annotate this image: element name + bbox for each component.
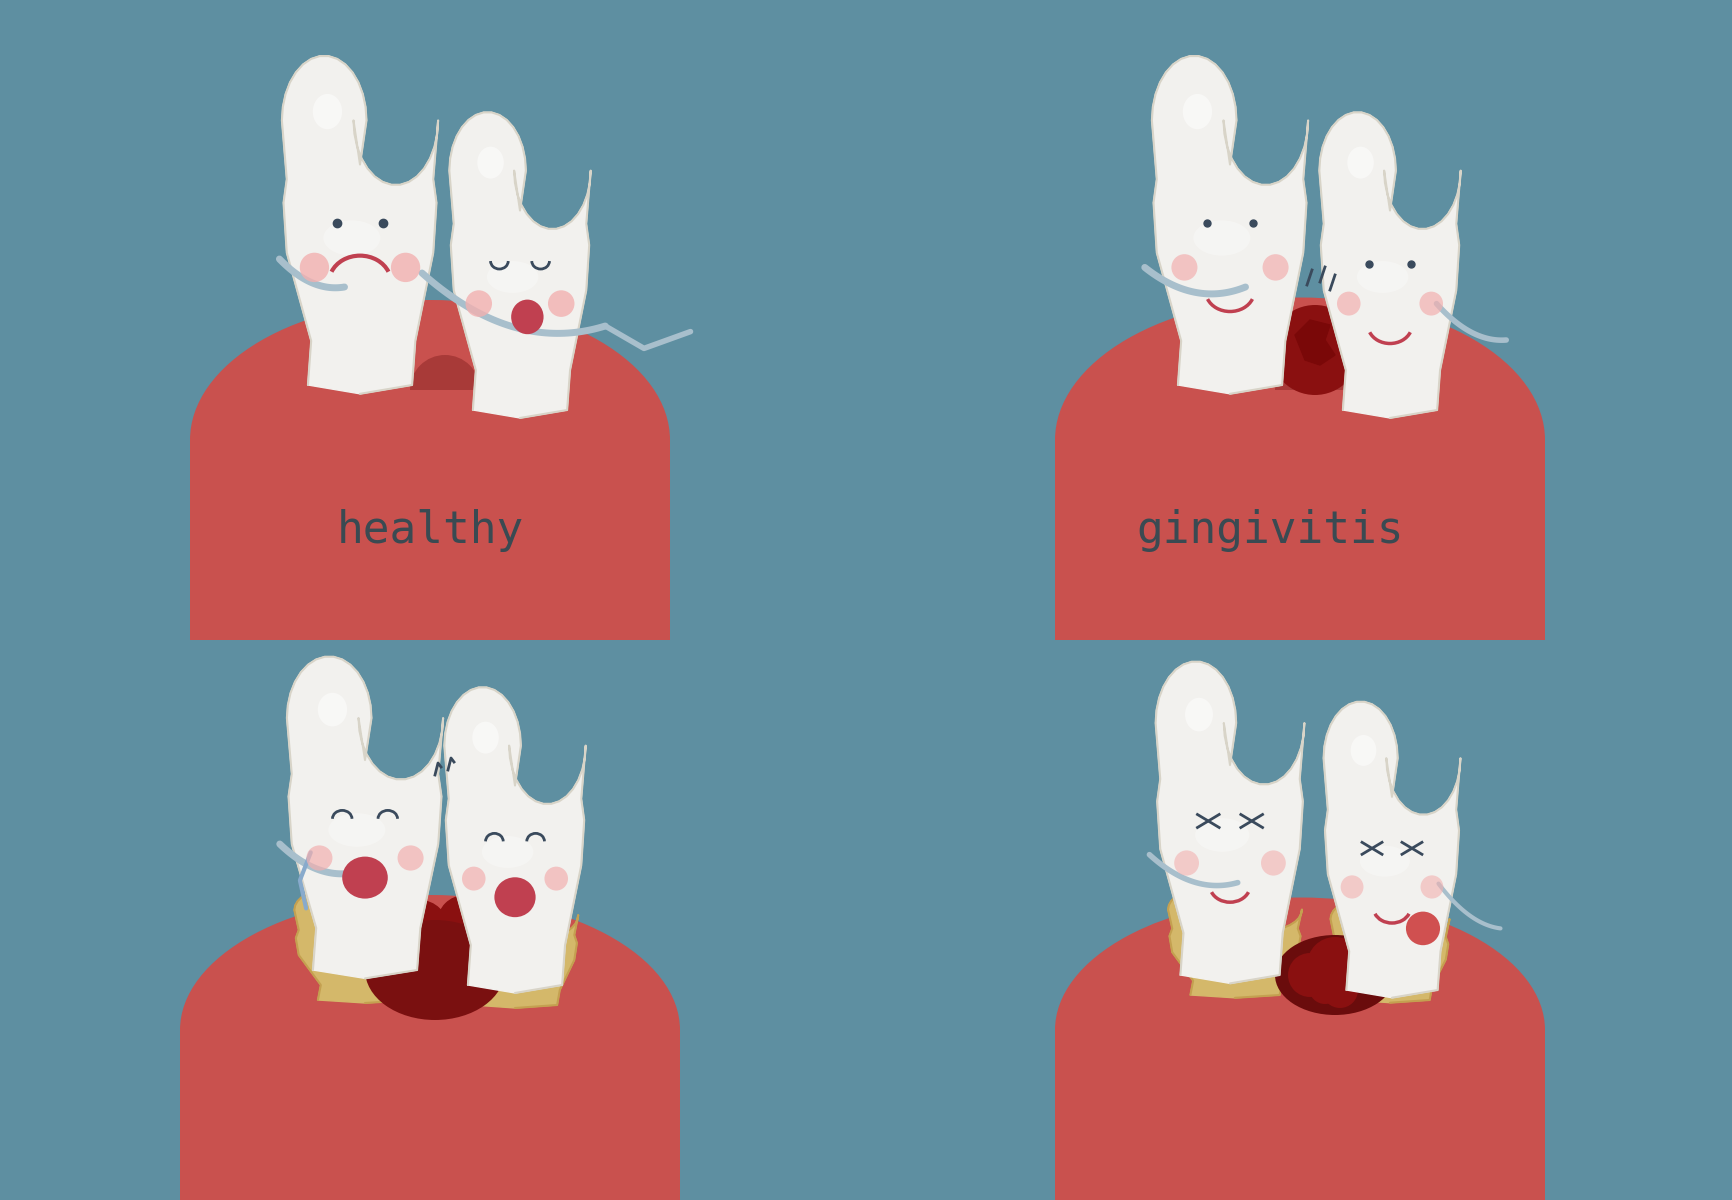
- Polygon shape: [282, 56, 438, 394]
- FancyBboxPatch shape: [1055, 440, 1545, 640]
- Ellipse shape: [1195, 818, 1249, 852]
- Ellipse shape: [1171, 254, 1197, 281]
- Text: healthy: healthy: [336, 509, 523, 552]
- Ellipse shape: [1055, 298, 1545, 582]
- Ellipse shape: [341, 857, 388, 899]
- Ellipse shape: [1419, 292, 1443, 316]
- Circle shape: [372, 914, 407, 950]
- Circle shape: [1308, 972, 1341, 1004]
- FancyBboxPatch shape: [1055, 1030, 1545, 1200]
- Ellipse shape: [487, 262, 539, 293]
- Ellipse shape: [317, 692, 346, 726]
- Ellipse shape: [1183, 94, 1211, 130]
- Circle shape: [1287, 953, 1332, 997]
- Ellipse shape: [1346, 146, 1373, 179]
- Ellipse shape: [1360, 846, 1410, 877]
- Ellipse shape: [1174, 851, 1199, 876]
- Ellipse shape: [1185, 697, 1212, 731]
- Polygon shape: [294, 888, 435, 1003]
- Circle shape: [417, 912, 452, 948]
- Circle shape: [436, 895, 492, 950]
- Circle shape: [1306, 937, 1361, 994]
- Polygon shape: [1323, 702, 1460, 997]
- Ellipse shape: [312, 94, 341, 130]
- Ellipse shape: [1263, 254, 1289, 281]
- Ellipse shape: [1349, 734, 1375, 766]
- Ellipse shape: [1335, 292, 1360, 316]
- Ellipse shape: [1261, 851, 1285, 876]
- Ellipse shape: [476, 146, 504, 179]
- Wedge shape: [1275, 355, 1309, 390]
- Polygon shape: [1155, 661, 1304, 984]
- Circle shape: [426, 923, 473, 970]
- Polygon shape: [1330, 899, 1448, 1003]
- Polygon shape: [1318, 113, 1460, 418]
- Ellipse shape: [1341, 875, 1363, 899]
- Wedge shape: [410, 355, 445, 390]
- Ellipse shape: [544, 866, 568, 890]
- Polygon shape: [443, 688, 585, 992]
- Ellipse shape: [324, 221, 379, 256]
- Circle shape: [471, 912, 518, 958]
- Ellipse shape: [391, 253, 419, 282]
- Ellipse shape: [1420, 875, 1443, 899]
- Ellipse shape: [397, 845, 423, 871]
- Ellipse shape: [511, 300, 544, 334]
- Ellipse shape: [466, 290, 492, 317]
- Ellipse shape: [462, 866, 485, 890]
- Ellipse shape: [1405, 912, 1439, 946]
- Ellipse shape: [191, 300, 670, 580]
- Circle shape: [462, 912, 497, 948]
- Ellipse shape: [1270, 305, 1360, 395]
- Polygon shape: [1294, 320, 1334, 365]
- Ellipse shape: [547, 290, 573, 317]
- Ellipse shape: [481, 836, 533, 868]
- Text: gingivitis: gingivitis: [1136, 509, 1403, 552]
- Ellipse shape: [327, 814, 385, 847]
- Ellipse shape: [307, 845, 333, 871]
- Ellipse shape: [180, 895, 679, 1165]
- Circle shape: [381, 902, 428, 948]
- Ellipse shape: [1055, 898, 1545, 1163]
- Ellipse shape: [473, 721, 499, 754]
- Polygon shape: [452, 893, 578, 1008]
- Polygon shape: [1152, 56, 1308, 394]
- Ellipse shape: [365, 920, 504, 1020]
- Ellipse shape: [1193, 221, 1249, 256]
- Wedge shape: [445, 355, 480, 390]
- FancyBboxPatch shape: [191, 440, 670, 640]
- Ellipse shape: [494, 877, 535, 917]
- Circle shape: [1322, 972, 1358, 1008]
- Polygon shape: [449, 113, 591, 418]
- FancyBboxPatch shape: [180, 1030, 679, 1200]
- Circle shape: [391, 900, 449, 956]
- Ellipse shape: [1275, 935, 1394, 1015]
- Polygon shape: [288, 656, 443, 978]
- Polygon shape: [1167, 889, 1301, 998]
- Circle shape: [1334, 952, 1373, 992]
- Ellipse shape: [1356, 262, 1408, 293]
- Wedge shape: [1309, 355, 1344, 390]
- Ellipse shape: [300, 253, 329, 282]
